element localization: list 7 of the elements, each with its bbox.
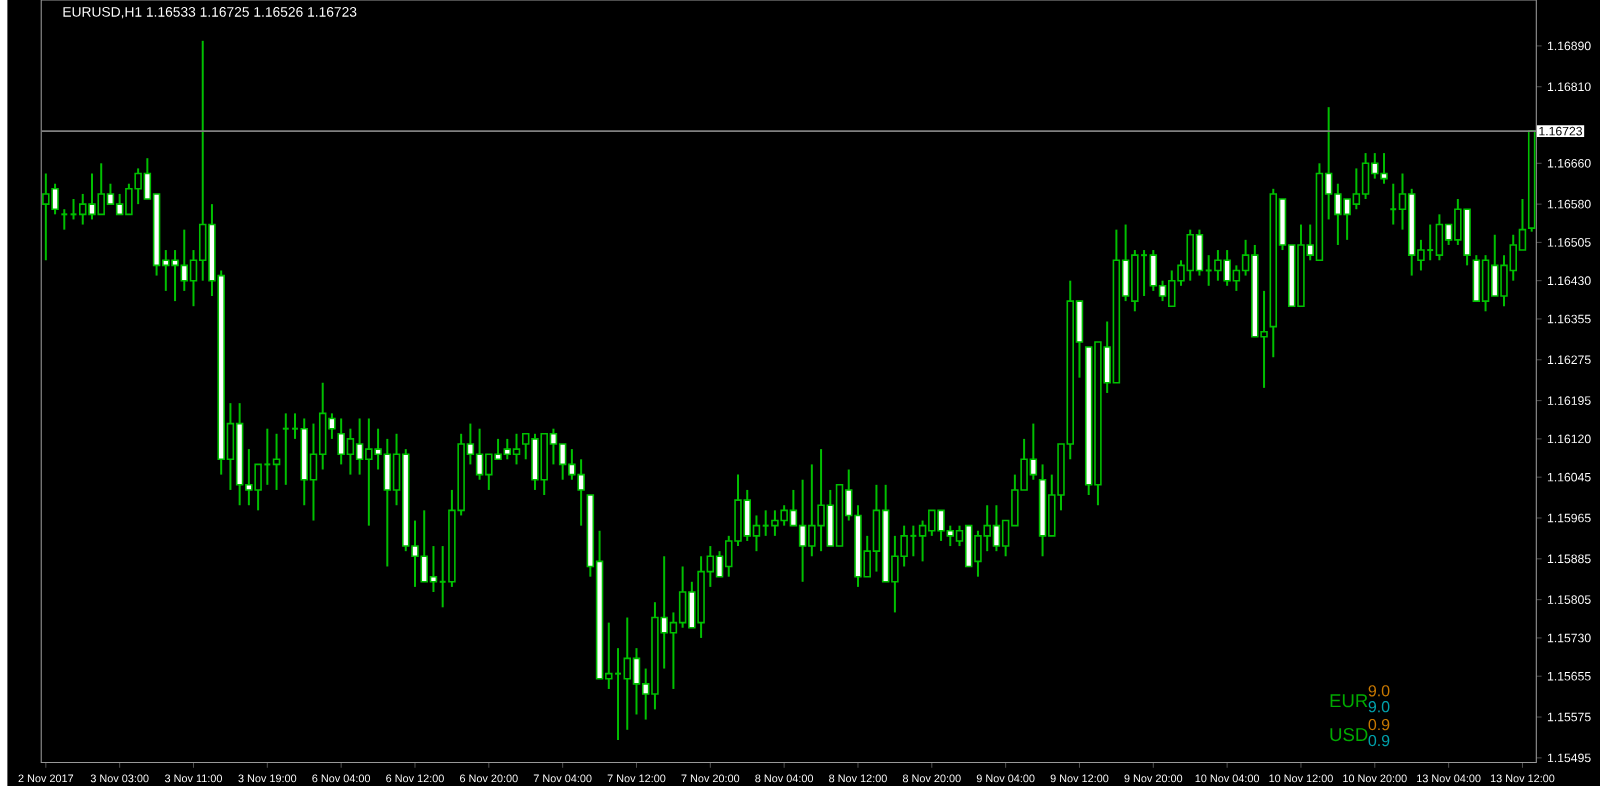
candlestick — [623, 616, 632, 731]
candlestick — [512, 432, 521, 466]
annotation: EUR — [1330, 694, 1368, 708]
candlestick — [281, 412, 290, 486]
annotation: USD — [1330, 727, 1368, 741]
candlestick — [1389, 182, 1398, 226]
candlestick — [632, 646, 641, 716]
